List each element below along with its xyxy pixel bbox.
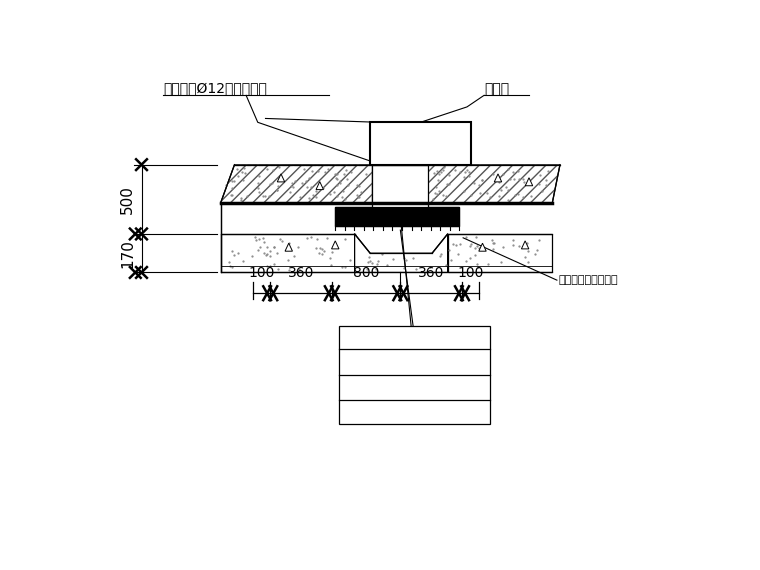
- Text: 砧垫层: 砧垫层: [404, 405, 426, 418]
- Text: 100: 100: [249, 266, 275, 280]
- Polygon shape: [220, 234, 355, 272]
- Polygon shape: [428, 165, 560, 203]
- Text: 外贴式橡胶止水带: 外贴式橡胶止水带: [385, 356, 445, 369]
- Polygon shape: [448, 234, 553, 272]
- Polygon shape: [479, 243, 486, 251]
- Text: 800: 800: [353, 266, 379, 280]
- Text: 先浇与底板同标号砧: 先浇与底板同标号砧: [559, 275, 618, 285]
- Bar: [339, 327, 490, 424]
- Polygon shape: [331, 241, 339, 249]
- Text: 170: 170: [120, 239, 135, 268]
- Polygon shape: [316, 182, 324, 190]
- Text: 360: 360: [288, 266, 314, 280]
- Polygon shape: [494, 174, 502, 182]
- Polygon shape: [220, 165, 372, 203]
- Text: 500: 500: [120, 185, 135, 214]
- Polygon shape: [355, 234, 448, 272]
- Text: 防水卷材: 防水卷材: [400, 381, 429, 394]
- Polygon shape: [340, 209, 454, 224]
- Text: 铅丝网: 铅丝网: [484, 82, 509, 96]
- Bar: [370, 123, 471, 165]
- Polygon shape: [521, 241, 529, 249]
- Text: 100: 100: [458, 266, 483, 280]
- Polygon shape: [285, 243, 293, 251]
- Polygon shape: [277, 174, 285, 182]
- Text: 混凝土底板: 混凝土底板: [396, 331, 433, 344]
- Text: 360: 360: [418, 266, 445, 280]
- Polygon shape: [525, 178, 533, 186]
- Bar: [335, 207, 459, 226]
- Polygon shape: [335, 165, 459, 226]
- Text: 附加双向Ø12「」型盖筋: 附加双向Ø12「」型盖筋: [163, 82, 267, 96]
